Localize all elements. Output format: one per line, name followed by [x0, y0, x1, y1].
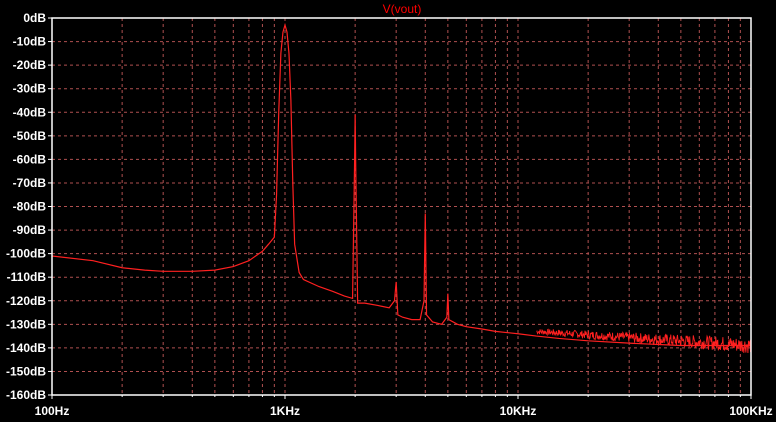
series-line — [51, 22, 751, 347]
y-tick-label: -160dB — [6, 388, 46, 402]
y-tick-label: -120dB — [6, 294, 46, 308]
y-tick-label: -110dB — [7, 270, 47, 284]
y-tick-label: -70dB — [13, 176, 47, 190]
y-tick-label: -100dB — [6, 247, 46, 261]
y-tick-label: -40dB — [13, 105, 47, 119]
y-tick-label: -150dB — [6, 364, 46, 378]
y-tick-label: -140dB — [6, 341, 46, 355]
y-tick-label: -10dB — [13, 35, 47, 49]
x-tick-label: 100KHz — [729, 404, 772, 418]
axis-ticks: 0dB -10dB -20dB -30dB -40dB -50dB -60dB -70dB -8… — [6, 11, 773, 418]
x-tick-label: 100Hz — [35, 404, 70, 418]
series-layer — [51, 22, 752, 354]
y-tick-label: -60dB — [13, 152, 47, 166]
y-tick-label: -20dB — [13, 58, 47, 72]
y-tick-label: -130dB — [6, 317, 46, 331]
plot-frame — [51, 17, 752, 396]
y-tick-label: -50dB — [13, 129, 47, 143]
grid-lines — [52, 18, 751, 395]
chart-title: V(vout) — [383, 2, 422, 16]
y-tick-label: -30dB — [13, 82, 47, 96]
x-tick-label: 1KHz — [270, 404, 300, 418]
series-noise — [536, 328, 752, 354]
y-tick-label: -80dB — [13, 200, 47, 214]
x-tick-label: 10KHz — [500, 404, 537, 418]
y-tick-label: 0dB — [23, 11, 46, 25]
y-tick-label: -90dB — [13, 223, 47, 237]
